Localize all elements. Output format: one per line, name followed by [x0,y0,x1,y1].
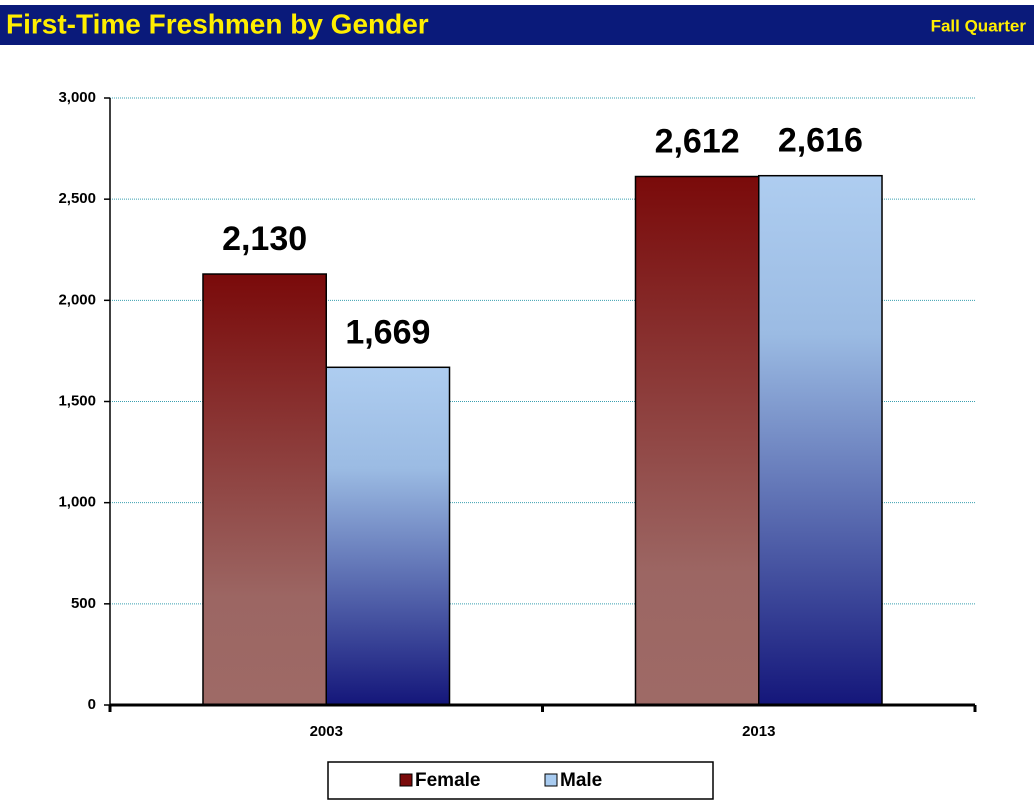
legend-swatch [544,773,558,787]
x-tick-label: 2003 [310,723,343,740]
y-tick-label: 1,000 [58,494,96,511]
y-tick-label: 2,500 [58,190,96,207]
value-label: 2,616 [778,122,863,160]
y-tick-label: 500 [71,595,96,612]
bar [634,175,760,706]
y-tick-label: 3,000 [58,89,96,106]
chart-title: First-Time Freshmen by Gender [6,8,429,39]
value-label: 2,130 [222,220,307,258]
chart-subtitle: Fall Quarter [931,16,1027,35]
bar [758,174,883,706]
value-label: 1,669 [345,313,430,351]
y-tick-label: 1,500 [58,392,96,409]
legend-swatch [399,773,413,787]
bar [202,273,327,706]
legend-box [327,761,714,800]
legend-label: Female [415,770,480,791]
legend-label: Male [560,770,602,791]
header-bar [0,5,1034,45]
y-tick-label: 2,000 [58,291,96,308]
y-tick-label: 0 [88,696,96,713]
x-tick-label: 2013 [742,723,775,740]
bar [325,366,451,706]
value-label: 2,612 [655,122,740,160]
